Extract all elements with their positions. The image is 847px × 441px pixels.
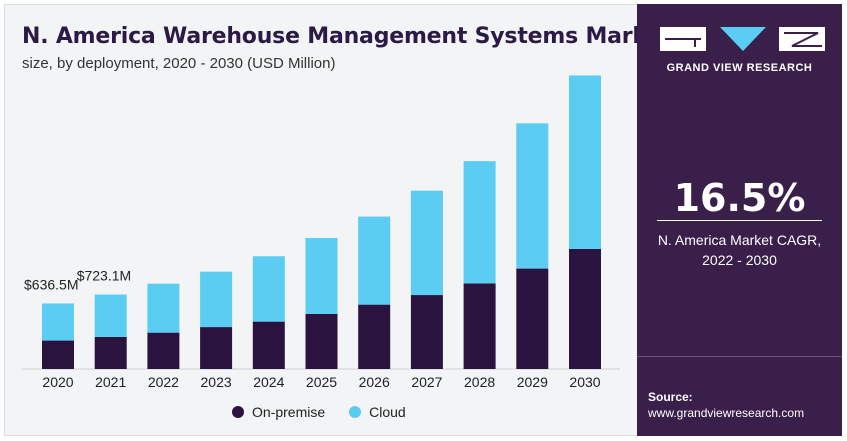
legend-item-cloud: Cloud <box>349 404 406 420</box>
x-tick-label-2023: 2023 <box>201 374 232 390</box>
x-tick-label-2025: 2025 <box>306 374 337 390</box>
bar-chart: 2020 2021 2022 2023 2024 2025 2026 2027 2028 2029… <box>22 75 620 390</box>
data-label-2021: $723.1M <box>77 268 131 284</box>
bar-on-premise-2026 <box>358 304 391 369</box>
bar-cloud-2024 <box>252 256 285 322</box>
x-tick-label-2029: 2029 <box>517 374 548 390</box>
source-divider <box>637 356 842 357</box>
legend-label-on-premise: On-premise <box>252 404 326 420</box>
x-tick-label-2022: 2022 <box>148 374 179 390</box>
sidebar-panel: GRAND VIEW RESEARCH 16.5% N. America Mar… <box>637 4 842 436</box>
x-tick-label-2020: 2020 <box>42 374 73 390</box>
data-label-2020: $636.5M <box>24 276 78 292</box>
x-tick-label-2024: 2024 <box>253 374 284 390</box>
bar-cloud-2025 <box>305 237 338 314</box>
bar-cloud-2022 <box>147 283 180 333</box>
source-url[interactable]: www.grandviewresearch.com <box>648 406 805 420</box>
x-tick-label-2027: 2027 <box>411 374 442 390</box>
bar-on-premise-2025 <box>305 313 338 369</box>
x-tick-label-2026: 2026 <box>359 374 390 390</box>
bar-cloud-2030 <box>569 75 601 250</box>
grand-view-research-logo <box>660 27 825 51</box>
bar-on-premise-2020 <box>42 340 74 369</box>
legend-label-cloud: Cloud <box>369 404 406 420</box>
bar-cloud-2028 <box>463 161 496 284</box>
cagr-label-line2: 2022 - 2030 <box>702 252 777 268</box>
bar-cloud-2021 <box>94 294 127 337</box>
bar-on-premise-2028 <box>463 283 496 369</box>
chart-legend: On-premise Cloud <box>232 404 430 420</box>
cagr-value: 16.5% <box>673 176 806 220</box>
bar-on-premise-2027 <box>410 295 443 369</box>
bar-cloud-2023 <box>200 271 233 328</box>
bar-cloud-2020 <box>42 303 74 341</box>
legend-item-on-premise: On-premise <box>232 404 325 420</box>
x-tick-label-2028: 2028 <box>464 374 495 390</box>
x-tick-label-2021: 2021 <box>95 374 126 390</box>
chart-subtitle: size, by deployment, 2020 - 2030 (USD Mi… <box>22 55 336 72</box>
bar-cloud-2029 <box>516 123 549 269</box>
legend-swatch-cloud <box>349 406 362 418</box>
cagr-label: N. America Market CAGR, 2022 - 2030 <box>637 230 842 270</box>
bar-on-premise-2022 <box>147 332 180 369</box>
bar-on-premise-2030 <box>569 249 601 369</box>
bar-on-premise-2023 <box>200 327 233 369</box>
bar-on-premise-2024 <box>252 321 285 369</box>
x-tick-label-2030: 2030 <box>569 374 600 390</box>
bar-on-premise-2021 <box>94 336 127 369</box>
bar-cloud-2027 <box>410 190 443 296</box>
legend-swatch-on-premise <box>232 406 244 418</box>
bar-on-premise-2029 <box>516 268 549 369</box>
source-title: Source: <box>648 390 693 404</box>
bar-cloud-2026 <box>358 216 391 305</box>
chart-title: N. America Warehouse Management Systems … <box>22 24 672 49</box>
cagr-label-line1: N. America Market CAGR, <box>657 232 822 248</box>
logo-wordmark: GRAND VIEW RESEARCH <box>666 62 813 74</box>
cagr-divider <box>657 220 822 221</box>
